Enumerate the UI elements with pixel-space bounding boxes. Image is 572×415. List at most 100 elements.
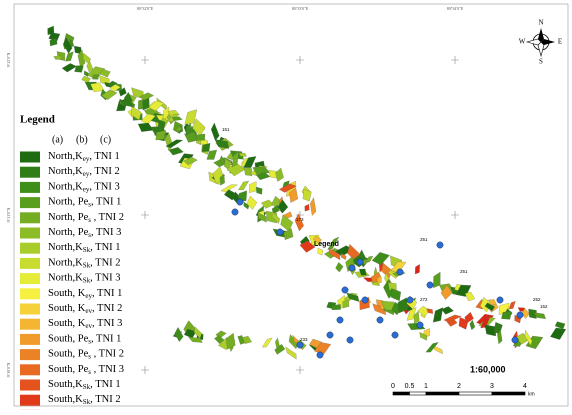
sample-point bbox=[392, 332, 398, 338]
graticule-label: 9°11'0"N bbox=[6, 208, 11, 223]
point-label: 233 bbox=[300, 337, 308, 342]
legend-swatch bbox=[20, 167, 40, 178]
legend-label-part: North, bbox=[48, 258, 75, 269]
legend-label: North, Pes , TNI 2 bbox=[48, 212, 124, 223]
scale-ratio: 1:60,000 bbox=[470, 364, 506, 374]
legend-label-part: Pe bbox=[78, 197, 89, 208]
scale-label: 4 bbox=[523, 383, 527, 390]
scale-segment bbox=[410, 392, 427, 395]
legend-label-part: Pe bbox=[78, 349, 89, 360]
legend-label-part: North, bbox=[48, 212, 78, 223]
point-label: 173 bbox=[296, 217, 304, 222]
point-label: 151 bbox=[222, 127, 230, 132]
point-label: 152 bbox=[540, 304, 548, 309]
compass-s: S bbox=[539, 58, 543, 66]
legend-label-part: , TNI 2 bbox=[90, 258, 120, 269]
legend-label: South, Pes , TNI 2 bbox=[48, 349, 124, 360]
legend-label-part: , TNI 3 bbox=[90, 273, 120, 284]
legend-label-part: , TNI 2 bbox=[91, 212, 124, 223]
legend-label-part: , TNI 2 bbox=[92, 303, 122, 314]
sample-point bbox=[297, 342, 303, 348]
compass-e: E bbox=[558, 38, 562, 46]
sample-point bbox=[437, 242, 443, 248]
legend-swatch bbox=[20, 380, 40, 391]
sample-point bbox=[237, 199, 243, 205]
scale-label: 2 bbox=[457, 383, 461, 390]
legend-label-part: , TNI 1 bbox=[90, 379, 120, 390]
legend-column: (b) bbox=[76, 134, 88, 145]
graticule-label: 80°34'0"E bbox=[447, 6, 464, 11]
scale-label: 0 bbox=[391, 383, 395, 390]
legend-label: South, Pes, TNI 1 bbox=[48, 334, 121, 345]
sample-point bbox=[362, 297, 368, 303]
sample-point bbox=[417, 322, 423, 328]
scale-segment bbox=[492, 392, 525, 395]
legend-swatch bbox=[20, 304, 40, 315]
legend-swatch bbox=[20, 349, 40, 360]
legend-label: South, Kev, TNI 2 bbox=[48, 303, 122, 314]
scale-label: 0.5 bbox=[405, 383, 415, 390]
legend-label-part: , TNI 2 bbox=[89, 167, 119, 178]
point-label: 252 bbox=[533, 297, 541, 302]
legend: Legend (a)(b)(c)North,Key, TNI 1North,Ke… bbox=[20, 114, 124, 410]
sample-point bbox=[512, 337, 518, 343]
map-page: 80°32'0"E80°33'0"E80°34'0"E9°12'0"N9°11'… bbox=[0, 0, 572, 410]
sample-point bbox=[407, 297, 413, 303]
legend-label-part: , TNI 1 bbox=[90, 243, 120, 254]
legend-label-part: North, bbox=[48, 197, 78, 208]
legend-label-part: Pe bbox=[78, 212, 89, 223]
sample-point bbox=[377, 317, 383, 323]
legend-label-part: South, bbox=[48, 364, 78, 375]
legend-title: Legend bbox=[20, 114, 55, 126]
legend-swatch bbox=[20, 197, 40, 208]
legend-label-part: South, bbox=[48, 303, 78, 314]
scale-segment bbox=[459, 392, 492, 395]
legend-column: (c) bbox=[100, 134, 111, 145]
sample-point bbox=[517, 312, 523, 318]
legend-label-part: Pe bbox=[78, 334, 89, 345]
legend-label-part: North, bbox=[48, 273, 75, 284]
sample-point bbox=[347, 337, 353, 343]
sample-point bbox=[357, 259, 363, 265]
legend-label-part: North, bbox=[48, 182, 75, 193]
graticule-label: 80°32'0"E bbox=[137, 6, 154, 11]
legend-label: North, Pes, TNI 1 bbox=[48, 197, 121, 208]
point-label: 251 bbox=[420, 237, 428, 242]
legend-label-part: , TNI 1 bbox=[91, 334, 121, 345]
legend-swatch bbox=[20, 152, 40, 163]
legend-label-part: Pe bbox=[78, 227, 89, 238]
legend-label: North, Pes, TNI 3 bbox=[48, 227, 121, 238]
legend-label-part: North, bbox=[48, 227, 78, 238]
compass-w: W bbox=[519, 38, 526, 46]
scale-segment bbox=[393, 392, 410, 395]
legend-label-part: North, bbox=[48, 151, 75, 162]
legend-label-part: , TNI 3 bbox=[91, 227, 121, 238]
legend-label-part: , TNI 2 bbox=[90, 395, 120, 406]
legend-column: (a) bbox=[52, 134, 63, 145]
legend-swatch bbox=[20, 212, 40, 223]
legend-label-part: South, bbox=[48, 349, 78, 360]
sample-point bbox=[349, 265, 355, 271]
legend-swatch bbox=[20, 228, 40, 239]
legend-label-part: North, bbox=[48, 243, 75, 254]
legend-swatch bbox=[20, 364, 40, 375]
map-legend-label: Legend bbox=[314, 241, 339, 248]
legend-swatch bbox=[20, 395, 40, 406]
legend-swatch bbox=[20, 334, 40, 345]
legend-label-part: , TNI 3 bbox=[92, 319, 122, 330]
legend-label-part: , TNI 3 bbox=[91, 364, 124, 375]
legend-label-part: South, bbox=[48, 395, 75, 406]
legend-label: South, Key, TNI 1 bbox=[48, 288, 122, 299]
legend-label: South, Kev, TNI 3 bbox=[48, 319, 122, 330]
scale-unit: km bbox=[528, 391, 535, 397]
point-label: 251 bbox=[460, 269, 468, 274]
legend-label-part: South, bbox=[48, 379, 75, 390]
legend-label-part: , TNI 2 bbox=[91, 349, 124, 360]
legend-label: South, Pes , TNI 3 bbox=[48, 364, 124, 375]
legend-label-part: South, bbox=[48, 319, 78, 330]
legend-label-part: Pe bbox=[78, 364, 89, 375]
sample-point bbox=[327, 332, 333, 338]
scale-segment bbox=[426, 392, 459, 395]
legend-label-part: South, bbox=[48, 288, 78, 299]
sample-point bbox=[397, 269, 403, 275]
